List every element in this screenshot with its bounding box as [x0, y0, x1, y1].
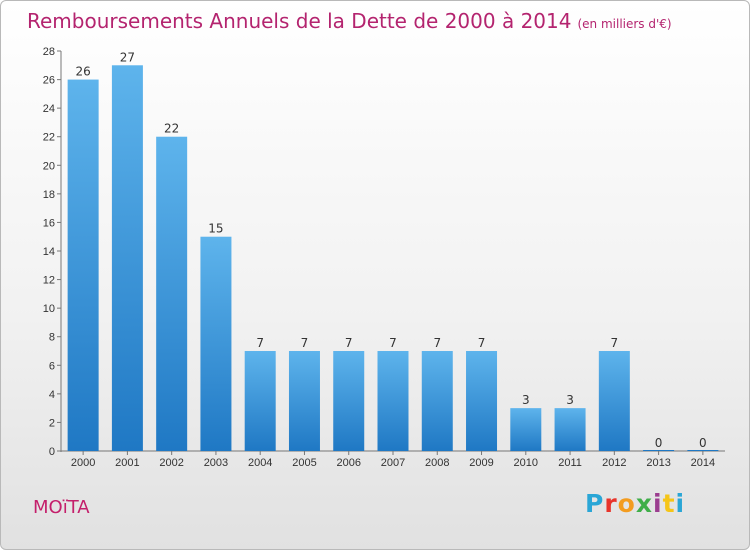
y-tick-label: 14 — [43, 246, 55, 258]
x-tick-label-2009: 2009 — [469, 457, 493, 469]
x-tick-label-2008: 2008 — [425, 457, 449, 469]
bar-2002 — [156, 136, 188, 451]
value-label-2006: 7 — [345, 336, 353, 350]
bar-2001 — [111, 65, 143, 452]
commune-name: MOïTA — [33, 497, 90, 518]
y-tick-label: 0 — [49, 446, 55, 458]
chart-title: Remboursements Annuels de la Dette de 20… — [27, 9, 672, 33]
y-tick-label: 22 — [43, 132, 55, 144]
x-tick-label-2002: 2002 — [159, 457, 183, 469]
bar-2007 — [377, 351, 409, 451]
bar-2003 — [200, 236, 232, 451]
proxiti-logo-letter: r — [604, 489, 618, 518]
value-label-2013: 0 — [655, 436, 663, 450]
bar-2008 — [421, 351, 453, 451]
y-tick-label: 4 — [49, 389, 55, 401]
y-tick-label: 18 — [43, 189, 55, 201]
x-tick-label-2003: 2003 — [204, 457, 228, 469]
value-label-2011: 3 — [566, 393, 574, 407]
y-tick-label: 16 — [43, 217, 55, 229]
x-tick-label-2000: 2000 — [71, 457, 95, 469]
x-tick-label-2007: 2007 — [381, 457, 405, 469]
value-label-2012: 7 — [611, 336, 619, 350]
x-tick-label-2005: 2005 — [292, 457, 316, 469]
y-tick-label: 10 — [43, 303, 55, 315]
value-label-2002: 22 — [164, 122, 179, 136]
y-tick-label: 12 — [43, 275, 55, 287]
x-tick-label-2006: 2006 — [336, 457, 360, 469]
y-tick-label: 2 — [49, 417, 55, 429]
bar-2014 — [687, 450, 719, 451]
value-label-2003: 15 — [208, 222, 223, 236]
bar-2012 — [598, 351, 630, 451]
proxiti-logo-letter: i — [653, 489, 663, 518]
y-tick-label: 8 — [49, 332, 55, 344]
value-label-2004: 7 — [256, 336, 264, 350]
value-label-2014: 0 — [699, 436, 707, 450]
bar-2009 — [466, 351, 498, 451]
value-label-2001: 27 — [120, 50, 135, 64]
chart-title-text: Remboursements Annuels de la Dette de 20… — [27, 9, 572, 33]
bar-2011 — [554, 408, 586, 451]
y-tick-label: 24 — [43, 103, 55, 115]
value-label-2000: 26 — [75, 65, 90, 79]
value-label-2007: 7 — [389, 336, 397, 350]
proxiti-logo: Proxiti — [585, 489, 685, 518]
y-tick-label: 20 — [43, 160, 55, 172]
x-tick-label-2014: 2014 — [691, 457, 715, 469]
proxiti-logo-letter: P — [585, 489, 605, 518]
x-tick-label-2013: 2013 — [646, 457, 670, 469]
bar-2005 — [288, 351, 320, 451]
proxiti-logo-letter: i — [675, 489, 686, 518]
bar-2006 — [333, 351, 365, 451]
value-label-2010: 3 — [522, 393, 530, 407]
bar-2013 — [643, 450, 675, 451]
proxiti-logo-letter: o — [617, 489, 636, 518]
y-tick-label: 28 — [43, 46, 55, 58]
proxiti-logo-letter: x — [635, 489, 653, 518]
bar-2004 — [244, 351, 276, 451]
x-tick-label-2011: 2011 — [558, 457, 582, 469]
x-tick-label-2012: 2012 — [602, 457, 626, 469]
x-tick-label-2004: 2004 — [248, 457, 272, 469]
chart-subtitle: (en milliers d'€) — [577, 17, 672, 31]
x-tick-label-2010: 2010 — [514, 457, 538, 469]
x-tick-label-2001: 2001 — [115, 457, 139, 469]
proxiti-logo-letter: t — [662, 489, 676, 518]
value-label-2009: 7 — [478, 336, 486, 350]
bar-2010 — [510, 408, 542, 451]
bar-2000 — [67, 79, 99, 452]
y-tick-label: 26 — [43, 75, 55, 87]
y-tick-label: 6 — [49, 360, 55, 372]
value-label-2005: 7 — [301, 336, 309, 350]
value-label-2008: 7 — [433, 336, 441, 350]
